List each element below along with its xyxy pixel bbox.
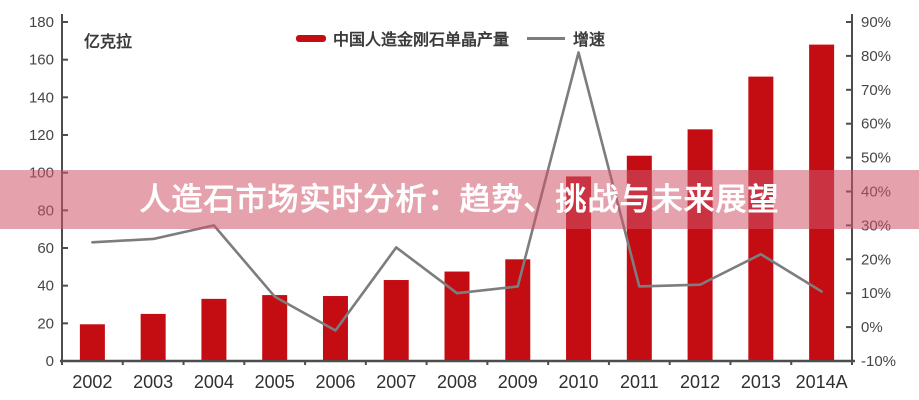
legend-line-swatch [527, 36, 566, 40]
right-tick-label: 80% [861, 48, 891, 65]
legend-bar-swatch [296, 34, 326, 42]
x-category-label: 2009 [498, 372, 538, 392]
left-tick-label: 40 [37, 278, 54, 295]
x-category-label: 2013 [741, 372, 781, 392]
left-tick-label: 180 [29, 14, 54, 31]
left-tick-label: 60 [37, 240, 54, 257]
x-category-label: 2007 [376, 372, 416, 392]
right-tick-label: -10% [861, 353, 896, 370]
x-category-label: 2005 [255, 372, 295, 392]
bar-2008 [444, 271, 470, 361]
bar-2004 [201, 298, 227, 361]
x-category-label: 2012 [680, 372, 720, 392]
x-category-label: 2003 [133, 372, 173, 392]
right-tick-label: 90% [861, 14, 891, 31]
right-tick-label: 70% [861, 82, 891, 99]
bar-2009 [505, 259, 531, 361]
bar-2003 [140, 313, 166, 361]
left-axis-unit-label: 亿克拉 [84, 34, 133, 51]
right-tick-label: 20% [861, 251, 891, 268]
bar-2007 [383, 280, 409, 361]
bar-2012 [687, 129, 713, 361]
left-tick-label: 0 [46, 353, 54, 370]
right-tick-label: 60% [861, 116, 891, 133]
x-category-label: 2002 [72, 372, 112, 392]
legend-bar-label: 中国人造金刚石单晶产量 [333, 32, 510, 49]
x-category-label: 2014A [796, 372, 848, 392]
left-tick-label: 20 [37, 315, 54, 332]
left-tick-label: 140 [29, 89, 54, 106]
x-category-label: 2010 [559, 372, 599, 392]
bar-2005 [262, 295, 288, 361]
x-category-label: 2011 [620, 372, 659, 392]
left-tick-label: 120 [29, 127, 54, 144]
legend: 中国人造金刚石单晶产量 增速 [296, 29, 606, 49]
right-tick-label: 50% [861, 150, 891, 167]
right-tick-label: 10% [861, 285, 891, 302]
bar-2002 [79, 324, 105, 361]
headline-text: 人造石市场实时分析：趋势、挑战与未来展望 [139, 182, 780, 217]
x-category-label: 2006 [315, 372, 355, 392]
x-category-label: 2008 [437, 372, 477, 392]
left-tick-label: 160 [29, 52, 54, 69]
bars-series [79, 44, 835, 361]
legend-line-label: 增速 [573, 32, 606, 49]
right-tick-label: 0% [861, 319, 883, 336]
x-category-label: 2004 [194, 372, 234, 392]
headline-banner: 人造石市场实时分析：趋势、挑战与未来展望 [0, 170, 919, 229]
